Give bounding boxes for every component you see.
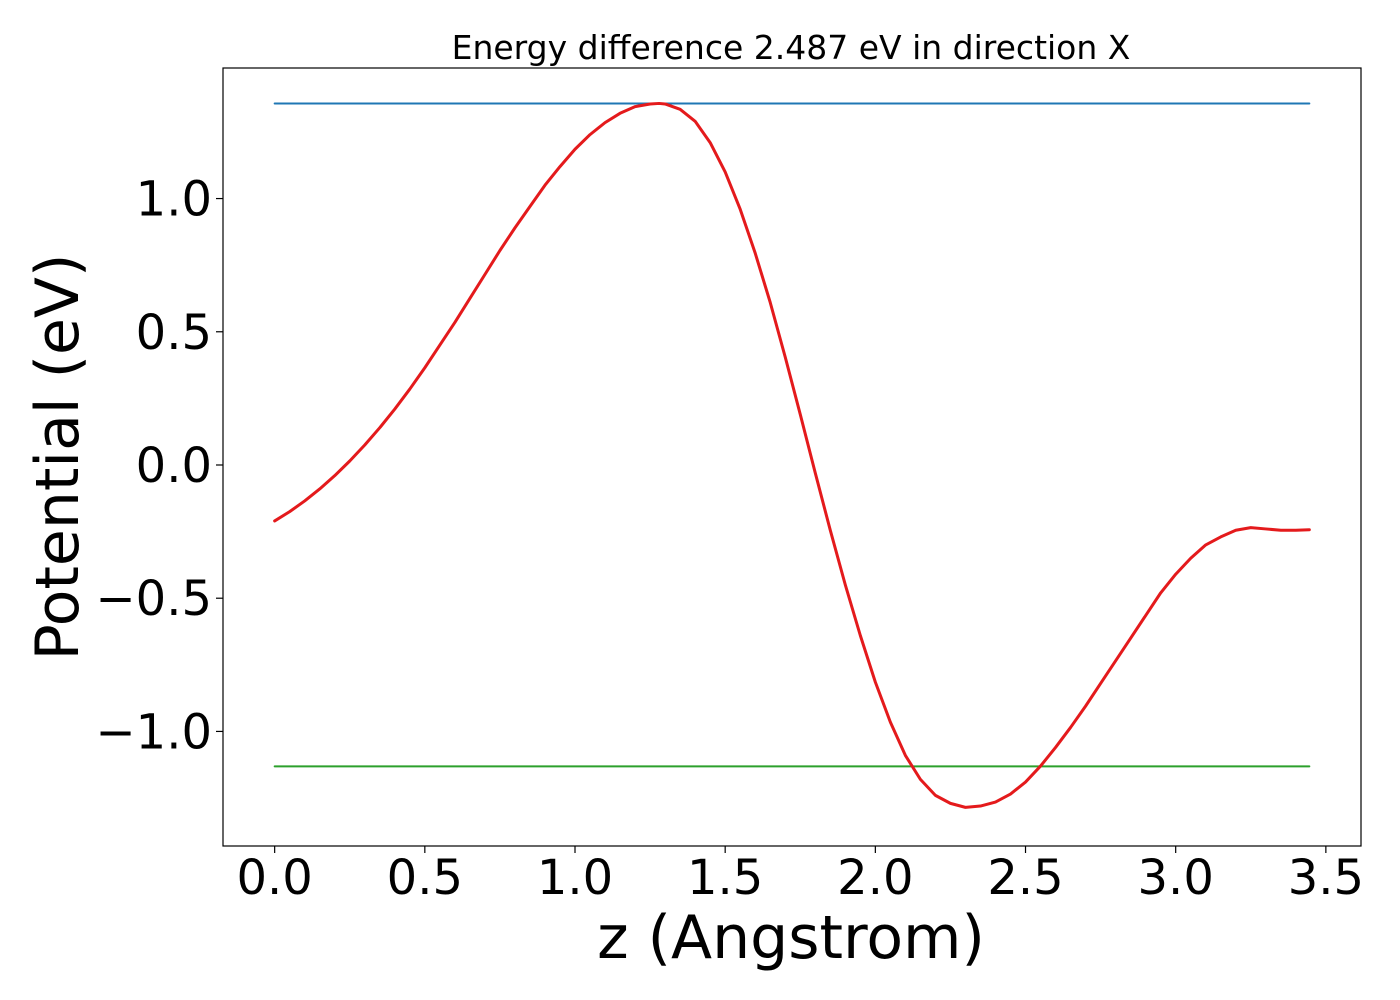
x-axis-label: z (Angstrom) bbox=[597, 903, 985, 973]
y-axis-label: Potential (eV) bbox=[23, 254, 93, 661]
y-tick-label: 0.5 bbox=[136, 305, 212, 361]
y-tick-label: −1.0 bbox=[95, 704, 212, 760]
plot-frame bbox=[222, 67, 1362, 847]
x-tick-label: 0.5 bbox=[387, 850, 463, 906]
y-axis: 1.0 0.5 0.0 −0.5 −1.0 bbox=[95, 172, 223, 760]
x-tick-label: 1.5 bbox=[687, 850, 763, 906]
x-axis: 0.0 0.5 1.0 1.5 2.0 2.5 3.0 3.5 bbox=[236, 846, 1364, 906]
x-tick-label: 2.0 bbox=[837, 850, 913, 906]
x-tick-label: 3.0 bbox=[1138, 850, 1214, 906]
x-tick-label: 0.0 bbox=[236, 850, 312, 906]
series-line-3 bbox=[273, 101, 1311, 809]
series-layer bbox=[273, 101, 1311, 809]
x-tick-label: 1.0 bbox=[537, 850, 613, 906]
x-tick-label: 3.5 bbox=[1288, 850, 1364, 906]
y-tick-label: 0.0 bbox=[136, 438, 212, 494]
y-tick-label: −0.5 bbox=[95, 571, 212, 627]
x-tick-label: 2.5 bbox=[987, 850, 1063, 906]
chart-title: Energy difference 2.487 eV in direction … bbox=[452, 28, 1131, 67]
y-tick-label: 1.0 bbox=[136, 172, 212, 228]
